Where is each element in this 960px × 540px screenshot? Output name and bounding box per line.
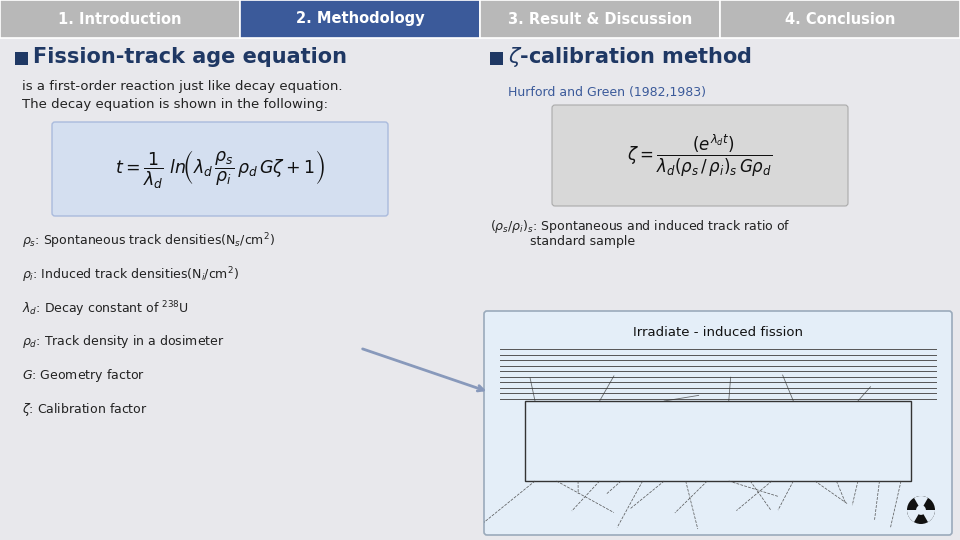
Bar — [15, 51, 28, 64]
Text: $\rho_s$: Spontaneous track densities(N$_s$/cm$^2$): $\rho_s$: Spontaneous track densities(N$… — [22, 231, 275, 251]
Bar — [720, 0, 960, 38]
Text: standard sample: standard sample — [530, 235, 636, 248]
Text: 2. Methodology: 2. Methodology — [296, 11, 424, 26]
Circle shape — [907, 496, 935, 524]
Text: $\zeta = \dfrac{(e^{\lambda_d t})}{\lambda_d(\rho_s\,/\,\rho_i)_s\,G\rho_d}$: $\zeta = \dfrac{(e^{\lambda_d t})}{\lamb… — [627, 132, 773, 179]
Wedge shape — [907, 510, 921, 522]
Text: $\rho_i$: Induced track densities(N$_i$/cm$^2$): $\rho_i$: Induced track densities(N$_i$/… — [22, 265, 239, 285]
FancyBboxPatch shape — [552, 105, 848, 206]
Wedge shape — [921, 510, 935, 522]
Circle shape — [916, 505, 925, 515]
Bar — [525, 401, 911, 481]
Text: $\lambda_d$: Decay constant of $^{238}$U: $\lambda_d$: Decay constant of $^{238}$U — [22, 299, 189, 319]
Bar — [0, 0, 240, 38]
Text: is a first-order reaction just like decay equation.: is a first-order reaction just like deca… — [22, 80, 343, 93]
Text: Hurford and Green (1982,1983): Hurford and Green (1982,1983) — [508, 86, 706, 99]
Text: $\rho_d$: Track density in a dosimeter: $\rho_d$: Track density in a dosimeter — [22, 333, 225, 350]
Text: 4. Conclusion: 4. Conclusion — [785, 11, 895, 26]
Text: Irradiate - induced fission: Irradiate - induced fission — [633, 326, 803, 339]
Text: $\zeta$-calibration method: $\zeta$-calibration method — [508, 45, 752, 69]
Bar — [480, 0, 720, 38]
Bar — [490, 51, 503, 64]
Text: $(\rho_s /\rho_i)_s$: Spontaneous and induced track ratio of: $(\rho_s /\rho_i)_s$: Spontaneous and in… — [490, 218, 790, 235]
Text: 3. Result & Discussion: 3. Result & Discussion — [508, 11, 692, 26]
Text: Fission-track age equation: Fission-track age equation — [33, 47, 347, 67]
Bar — [240, 0, 480, 38]
Text: $G$: Geometry factor: $G$: Geometry factor — [22, 367, 145, 384]
Text: $\zeta$: Calibration factor: $\zeta$: Calibration factor — [22, 401, 148, 418]
Wedge shape — [914, 496, 928, 510]
FancyBboxPatch shape — [52, 122, 388, 216]
Text: $t = \dfrac{1}{\lambda_d}\ ln\!\left(\lambda_d\,\dfrac{\rho_s}{\rho_i}\,\rho_d\,: $t = \dfrac{1}{\lambda_d}\ ln\!\left(\la… — [115, 148, 325, 190]
Text: The decay equation is shown in the following:: The decay equation is shown in the follo… — [22, 98, 328, 111]
FancyBboxPatch shape — [484, 311, 952, 535]
Text: 1. Introduction: 1. Introduction — [59, 11, 181, 26]
